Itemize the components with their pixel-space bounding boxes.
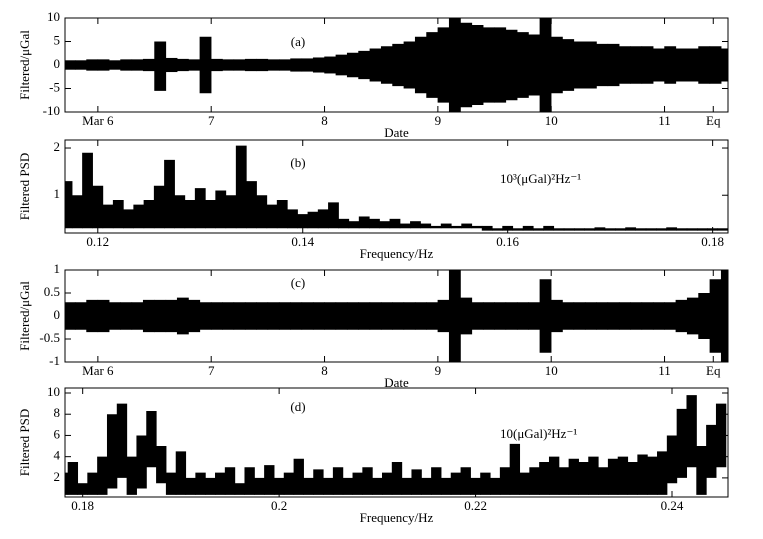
y-tick-label: -5	[49, 79, 60, 94]
y-tick-label: 10	[47, 9, 60, 24]
unit-label: 10³(μGal)²Hz⁻¹	[500, 171, 581, 186]
x-tick-label: 0.14	[291, 234, 314, 249]
y-tick-label: 5	[54, 32, 61, 47]
x-tick-label: 9	[435, 363, 442, 378]
y-tick-label: 6	[54, 426, 61, 441]
y-tick-label: 0.5	[44, 284, 60, 299]
x-tick-label: 0.18	[701, 234, 724, 249]
x-tick-label: 0.22	[464, 498, 487, 513]
y-axis-label: Filtered/μGal	[17, 30, 32, 100]
y-axis-label: Filtered PSD	[17, 153, 32, 221]
x-tick-label: 8	[321, 363, 328, 378]
x-tick-label: 11	[658, 113, 671, 128]
x-axis-label: Date	[384, 125, 409, 140]
panel-annotation: (b)	[290, 155, 305, 170]
plot-frame	[64, 139, 729, 234]
unit-label: 10(μGal)²Hz⁻¹	[500, 426, 577, 441]
y-tick-label: -0.5	[39, 330, 60, 345]
y-tick-label: -1	[49, 353, 60, 368]
y-tick-label: 4	[54, 448, 61, 463]
x-tick-label: 10	[545, 113, 558, 128]
x-tick-label: 9	[435, 113, 442, 128]
x-tick-label: 0.18	[71, 498, 94, 513]
x-tick-label: 0.12	[86, 234, 109, 249]
panel-annotation: (a)	[291, 34, 305, 49]
x-axis-label: Date	[384, 375, 409, 390]
x-tick-label: 8	[321, 113, 328, 128]
x-tick-label: Mar 6	[82, 113, 114, 128]
x-tick-label: 10	[545, 363, 558, 378]
x-axis-label: Frequency/Hz	[360, 246, 434, 261]
y-tick-label: 1	[54, 186, 61, 201]
x-tick-label: Mar 6	[82, 363, 114, 378]
x-tick-label: 0.2	[271, 498, 287, 513]
y-tick-label: -10	[43, 103, 60, 118]
y-tick-label: 8	[54, 405, 61, 420]
y-axis-label: Filtered PSD	[17, 409, 32, 477]
plot-frame	[64, 387, 729, 498]
y-tick-label: 0	[54, 56, 61, 71]
y-tick-label: 2	[54, 139, 61, 154]
y-tick-label: 1	[54, 261, 61, 276]
x-tick-label: 11	[658, 363, 671, 378]
x-tick-label: 7	[208, 363, 215, 378]
panel-annotation: (c)	[291, 275, 305, 290]
y-tick-label: 0	[54, 307, 61, 322]
y-tick-label: 2	[54, 469, 61, 484]
x-axis-label: Frequency/Hz	[360, 510, 434, 525]
x-tick-label: Eq	[706, 363, 721, 378]
x-tick-label: Eq	[706, 113, 721, 128]
x-tick-label: 0.24	[661, 498, 684, 513]
y-tick-label: 10	[47, 384, 60, 399]
x-tick-label: 0.16	[496, 234, 519, 249]
panel-annotation: (d)	[290, 399, 305, 414]
x-tick-label: 7	[208, 113, 215, 128]
y-axis-label: Filtered/μGal	[17, 281, 32, 351]
